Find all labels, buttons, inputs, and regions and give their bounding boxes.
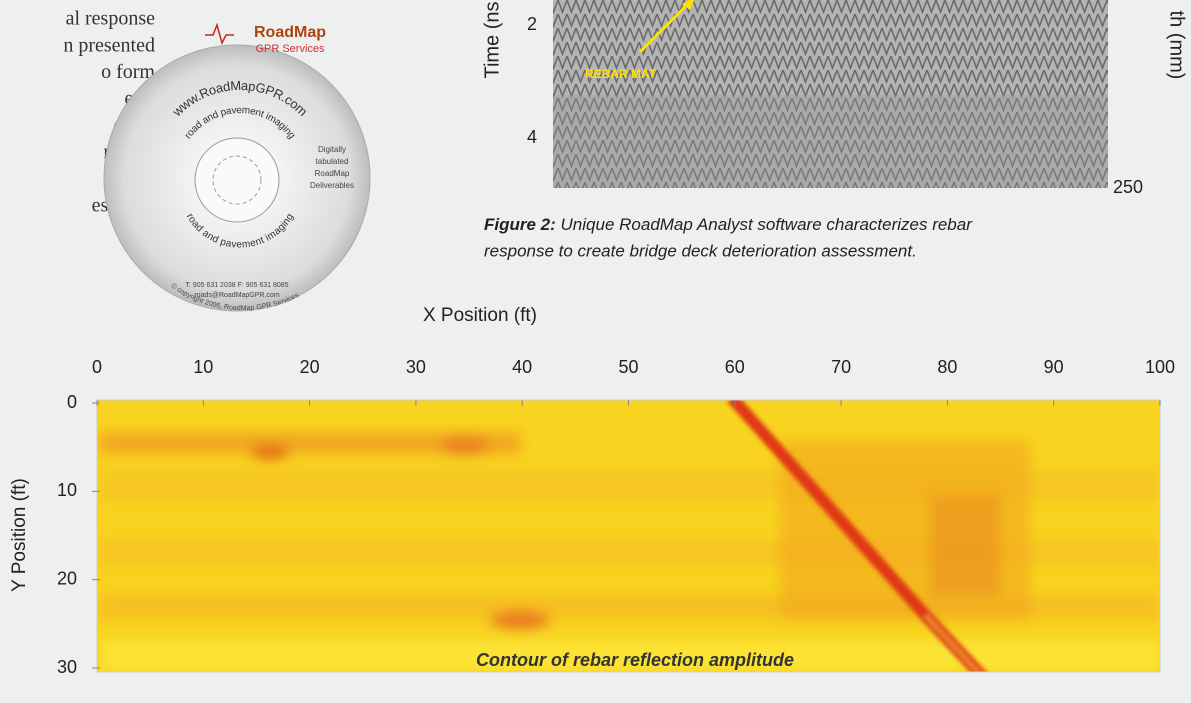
- text-line: al response: [66, 8, 156, 30]
- x-tick-label: 90: [1044, 357, 1064, 377]
- cd-image: RoadMap GPR Services www.RoadMapGPR.com …: [103, 22, 371, 312]
- cd-side-line: tabulated: [316, 157, 349, 166]
- cd-side-line: Digitally: [318, 145, 346, 154]
- cd-brand-sub: GPR Services: [255, 43, 325, 55]
- gpr-figure: REBAR MAT Time (ns 2 4 th (mm) 250: [481, 0, 1188, 197]
- arrow: [638, 0, 692, 54]
- gpr-y-tick: 2: [527, 14, 537, 34]
- caption-line: Unique RoadMap Analyst software characte…: [561, 215, 974, 234]
- x-tick-label: 20: [300, 357, 320, 377]
- arrow-head: [682, 0, 695, 10]
- y-tick-label: 20: [57, 568, 77, 588]
- x-tick-label: 100: [1145, 357, 1175, 377]
- heatmap-axes: 0 10 20 30 40 50 60 70 80 90 100 0 10 20 30: [57, 357, 1175, 677]
- x-tick-label: 10: [193, 357, 213, 377]
- gpr-annotation: REBAR MAT: [585, 67, 657, 81]
- x-tick-label: 0: [92, 357, 102, 377]
- gpr-image: [553, 0, 1108, 188]
- x-tick-label: 80: [937, 357, 957, 377]
- text-line: n presented: [63, 34, 155, 56]
- gpr-shade: [553, 95, 1108, 188]
- x-tick-label: 70: [831, 357, 851, 377]
- gpr-y2-tick: 250: [1113, 177, 1143, 197]
- x-tick-label: 60: [725, 357, 745, 377]
- x-tick-label: 30: [406, 357, 426, 377]
- gpr-y2-label: th (mm): [1166, 11, 1188, 80]
- y-tick-label: 0: [67, 392, 77, 412]
- x-axis-label: X Position (ft): [423, 305, 537, 326]
- caption-label: Figure 2:: [484, 215, 556, 234]
- cd-brand: RoadMap: [254, 24, 326, 41]
- heatmap-annotation: Contour of rebar reflection amplitude: [476, 650, 794, 670]
- y-tick-label: 10: [57, 480, 77, 500]
- cd-email: roads@RoadMapGPR.com: [194, 292, 279, 299]
- gpr-y-label: Time (ns: [481, 1, 503, 78]
- x-tick-label: 40: [512, 357, 532, 377]
- heatmap: 0 10 20 30 40 50 60 70 80 90 100 0 10 20 30 Contour of…: [9, 305, 1175, 677]
- gpr-y-tick: 4: [527, 127, 537, 147]
- y-tick-label: 30: [57, 657, 77, 677]
- text-line: o form: [101, 61, 155, 83]
- cd-phone: T: 905 631 2038 F: 905 631 8085: [185, 282, 288, 289]
- cd-side-line: RoadMap: [315, 169, 350, 178]
- cd-side-line: Deliverables: [310, 181, 354, 190]
- cd-side-text: Digitally tabulated RoadMap Deliverables: [310, 145, 354, 190]
- caption-line: response to create bridge deck deteriora…: [484, 241, 917, 260]
- y-axis-label: Y Position (ft): [9, 478, 30, 592]
- figure-caption: Figure 2: Unique RoadMap Analyst softwar…: [484, 215, 973, 234]
- x-tick-label: 50: [618, 357, 638, 377]
